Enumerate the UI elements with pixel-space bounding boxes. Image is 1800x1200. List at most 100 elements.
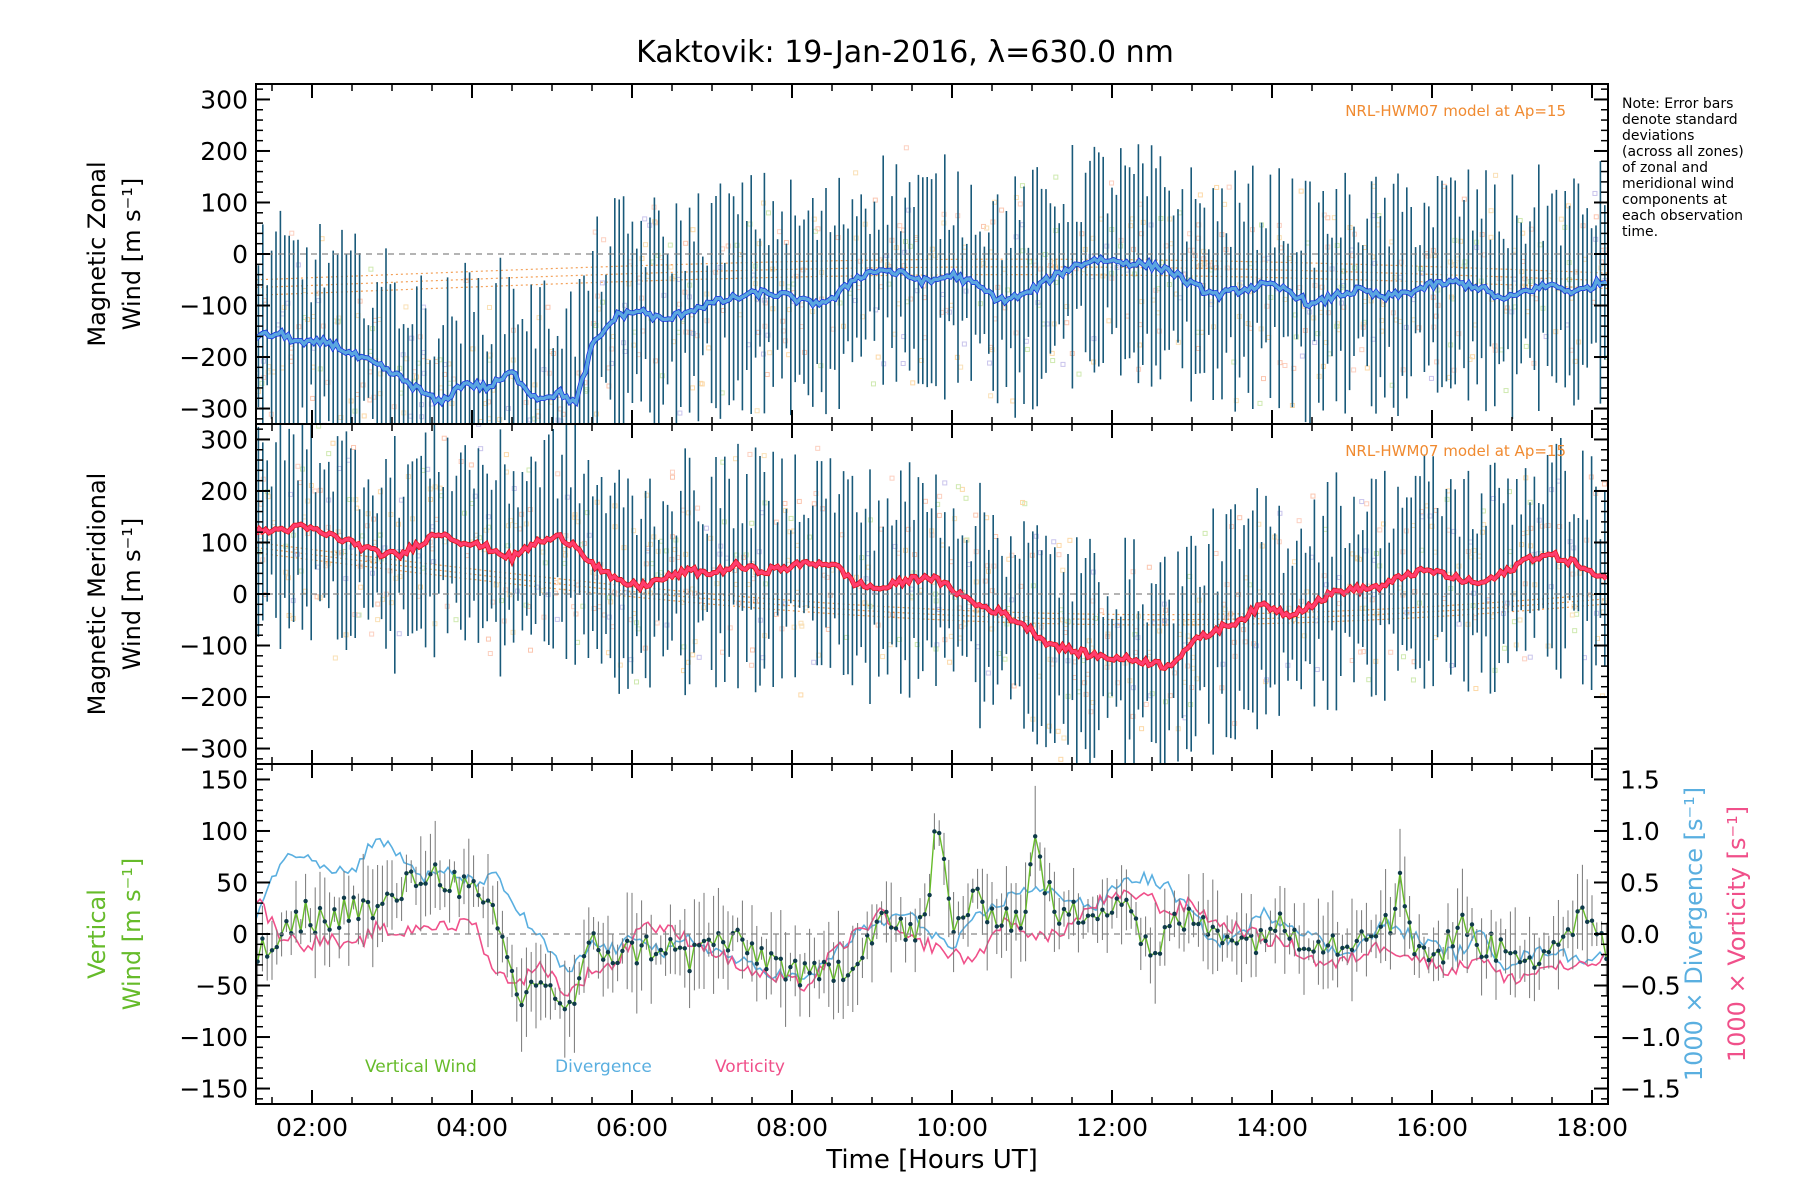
- x-tick-label: 06:00: [596, 1113, 668, 1142]
- model-curve: [256, 547, 1608, 621]
- vertical-wind-point: [1047, 879, 1052, 885]
- vertical-wind-point: [471, 878, 476, 884]
- vertical-wind-point: [850, 966, 855, 972]
- zone-sample-point: [1194, 676, 1200, 682]
- vertical-wind-point: [1565, 927, 1571, 932]
- y-tick-label: 300: [200, 85, 248, 114]
- zone-sample-point: [259, 380, 265, 386]
- vertical-wind-point: [1580, 905, 1585, 910]
- vertical-wind-point: [601, 957, 606, 962]
- vertical-wind-point: [1196, 921, 1201, 927]
- vertical-wind-point: [1503, 949, 1508, 954]
- zone-sample-point: [1009, 552, 1015, 558]
- zone-sample-point: [600, 299, 606, 305]
- y-tick-label: −50: [195, 972, 248, 1001]
- zone-sample-point: [527, 417, 533, 423]
- vertical-wind-point: [1474, 942, 1480, 948]
- zone-sample-point: [819, 505, 825, 511]
- zone-sample-point: [463, 277, 469, 283]
- zone-sample-point: [1314, 667, 1320, 673]
- vertical-wind-point: [1469, 922, 1475, 927]
- vertical-wind-point: [1325, 943, 1331, 948]
- zone-sample-point: [908, 296, 914, 302]
- note-line-1: denote standard: [1622, 112, 1738, 128]
- zone-sample-point: [367, 397, 373, 403]
- vertical-wind-point: [668, 936, 673, 942]
- legend-vorticity: Vorticity: [715, 1057, 785, 1077]
- zone-sample-point: [872, 197, 878, 203]
- vertical-wind-point: [519, 1002, 524, 1008]
- vertical-wind-point: [903, 937, 908, 943]
- zone-sample-point: [766, 210, 772, 216]
- vertical-wind-point: [567, 999, 572, 1005]
- vertical-wind-point: [725, 948, 731, 953]
- vertical-wind-point: [1445, 929, 1451, 934]
- zone-sample-point: [1264, 303, 1270, 309]
- chart-title: Kaktovik: 19-Jan-2016, λ=630.0 nm: [636, 35, 1174, 70]
- vertical-wind-point: [365, 899, 371, 905]
- zone-sample-point: [799, 623, 805, 629]
- zone-sample-point: [857, 258, 863, 264]
- y-axis-label-line1: Magnetic Zonal: [83, 161, 111, 346]
- y-tick-label: −150: [179, 1075, 248, 1104]
- zone-sample-point: [1502, 645, 1508, 651]
- zone-sample-point: [1451, 367, 1457, 373]
- vertical-wind-point: [629, 940, 635, 945]
- zone-sample-point: [1593, 214, 1599, 220]
- vertical-wind-point: [1109, 910, 1115, 915]
- zone-sample-point: [283, 569, 289, 575]
- zone-sample-point: [1220, 661, 1226, 667]
- y2-tick-label: 1.5: [1620, 765, 1660, 794]
- zone-sample-point: [903, 145, 909, 151]
- zone-sample-point: [1456, 621, 1462, 627]
- zone-sample-point: [321, 323, 327, 329]
- vertical-wind-point: [1124, 897, 1129, 903]
- vertical-wind-point: [745, 951, 750, 956]
- zone-sample-point: [1488, 208, 1494, 214]
- vertical-wind-point: [1143, 934, 1148, 939]
- vertical-wind-point: [538, 980, 543, 985]
- zone-sample-point: [1458, 238, 1464, 244]
- zone-sample-point: [703, 525, 709, 531]
- vertical-wind-point: [826, 962, 831, 967]
- vertical-wind-point: [620, 948, 625, 954]
- zone-sample-point: [765, 332, 771, 338]
- vertical-wind-point: [308, 922, 313, 928]
- vertical-wind-point: [1431, 952, 1436, 957]
- zone-sample-point: [987, 360, 993, 366]
- zone-sample-point: [1106, 318, 1112, 324]
- zone-sample-point: [468, 462, 474, 468]
- zone-sample-point: [365, 523, 371, 529]
- zone-sample-point: [369, 631, 375, 637]
- vertical-wind-point: [533, 983, 539, 988]
- vertical-wind-point: [1527, 955, 1532, 960]
- vertical-wind-point: [1201, 914, 1206, 920]
- panel-zonal: 300 200 100 0 −100 −200 −300 NRL-HWM07 model at…: [83, 83, 1609, 425]
- zone-sample-point: [1033, 533, 1039, 539]
- zone-sample-point: [1064, 303, 1070, 309]
- vertical-wind-point: [1133, 916, 1139, 921]
- zone-sample-point: [470, 346, 476, 352]
- y-axis-label-line2: Wind [m s⁻¹]: [118, 518, 146, 670]
- zone-sample-point: [617, 662, 623, 668]
- vertical-wind-point: [855, 961, 860, 967]
- vertical-wind-point: [1157, 951, 1163, 956]
- vertical-wind-point: [802, 961, 807, 966]
- zone-sample-point: [404, 356, 410, 362]
- y-tick-label: 150: [200, 765, 248, 794]
- zone-sample-point: [1214, 184, 1220, 190]
- zone-sample-point: [973, 512, 979, 518]
- zone-sample-point: [1067, 537, 1073, 543]
- note-line-0: Note: Error bars: [1622, 96, 1733, 112]
- vertical-wind-point: [1561, 934, 1566, 939]
- zone-sample-point: [1377, 527, 1383, 533]
- zone-sample-point: [1024, 346, 1030, 352]
- zone-sample-point: [941, 220, 947, 226]
- vertical-wind-point: [562, 1006, 567, 1012]
- zone-sample-point: [900, 361, 906, 367]
- zone-sample-point: [686, 510, 692, 516]
- vertical-wind-point: [481, 900, 486, 905]
- zone-sample-point: [1376, 213, 1382, 219]
- zone-sample-point: [555, 471, 561, 477]
- zone-sample-point: [1260, 376, 1266, 382]
